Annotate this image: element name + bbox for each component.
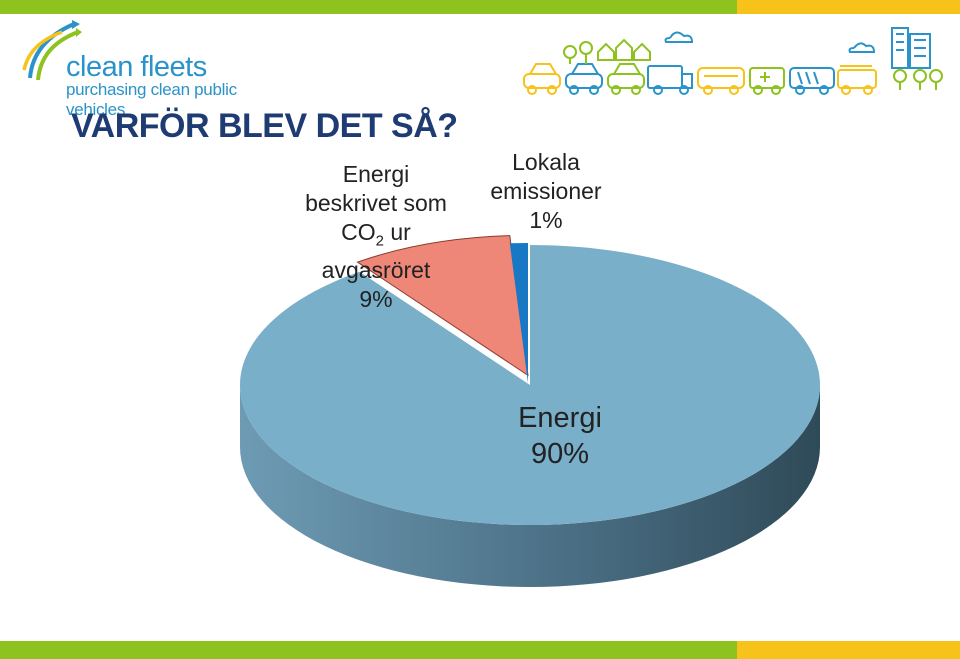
swoosh-logo-icon (22, 20, 82, 81)
pie-slice-co2 (356, 235, 529, 377)
bus-icon (697, 67, 745, 95)
top-bar-green (0, 0, 737, 14)
bottom-bar-green (0, 641, 737, 659)
pie-slice-lokala-emissioner (509, 243, 528, 383)
brand-name: clean fleets (66, 51, 207, 83)
truck-icon (647, 65, 693, 95)
tree-icon (893, 69, 943, 90)
pie-side-wall (240, 385, 820, 587)
garbage-truck-icon (789, 67, 835, 95)
clean-fleets-logo: clean fleets purchasing clean public veh… (22, 20, 292, 119)
buildings-icon (891, 27, 931, 69)
car-icon (523, 63, 561, 95)
slice-label-lokala-emissioner: Lokala emissioner 1% (490, 149, 602, 233)
ambulance-icon (749, 67, 785, 95)
brand-tagline: purchasing clean public vehicles (66, 80, 237, 119)
fire-truck-icon (837, 65, 877, 95)
top-bar-yellow (737, 0, 960, 14)
houses-icon (597, 38, 651, 61)
page-title: VARFÖR BLEV DET SÅ? (71, 107, 458, 145)
slice-label-energi: Energi 90% (518, 402, 602, 470)
cloud-icon (848, 42, 876, 53)
car-icon (607, 63, 645, 95)
slice-label-co2: Energi beskrivet som CO2 ur avgasröret 9… (305, 161, 447, 312)
bottom-bar-yellow (737, 641, 960, 659)
top-color-bar (0, 0, 960, 14)
pie-slice-energi (239, 245, 820, 525)
cloud-icon (664, 31, 694, 43)
tree-icon (563, 41, 593, 64)
vehicles-illustration (523, 27, 943, 95)
bottom-color-bar (0, 641, 960, 659)
